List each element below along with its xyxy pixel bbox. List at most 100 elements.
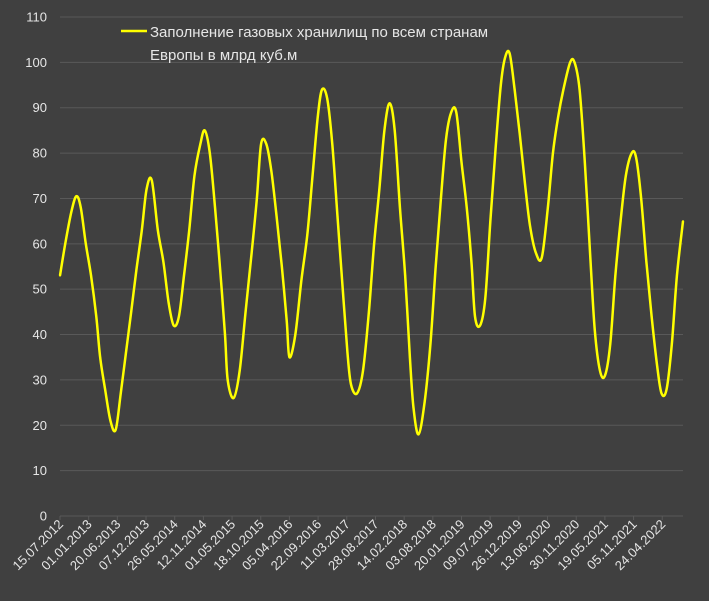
data-point bbox=[114, 428, 117, 431]
data-point bbox=[578, 88, 581, 91]
data-point bbox=[331, 143, 334, 146]
data-point bbox=[640, 197, 643, 200]
data-point bbox=[398, 206, 401, 209]
data-point bbox=[367, 310, 370, 313]
data-point bbox=[599, 369, 601, 372]
data-point bbox=[656, 365, 659, 368]
data-point bbox=[619, 220, 622, 223]
data-point bbox=[99, 356, 102, 359]
data-point bbox=[238, 369, 241, 372]
data-point bbox=[84, 242, 87, 245]
data-point bbox=[551, 152, 554, 155]
data-point bbox=[557, 115, 560, 118]
data-point bbox=[404, 274, 407, 277]
data-point bbox=[64, 242, 67, 245]
data-point bbox=[474, 315, 476, 318]
data-point bbox=[675, 274, 678, 277]
data-point bbox=[393, 129, 396, 132]
data-point bbox=[465, 206, 468, 209]
data-point bbox=[177, 315, 180, 318]
data-point bbox=[569, 61, 572, 64]
legend: Заполнение газовых хранилищ по всем стра… bbox=[121, 24, 488, 64]
data-point bbox=[188, 229, 191, 232]
data-point bbox=[660, 392, 663, 395]
data-point bbox=[450, 111, 453, 114]
data-point bbox=[489, 220, 492, 223]
data-point bbox=[346, 351, 349, 354]
data-point bbox=[244, 310, 247, 313]
y-tick-label: 70 bbox=[33, 191, 47, 206]
data-point bbox=[219, 270, 222, 273]
y-tick-label: 110 bbox=[26, 10, 47, 25]
y-tick-label: 40 bbox=[33, 327, 47, 342]
data-point bbox=[208, 152, 211, 155]
data-point bbox=[285, 319, 288, 322]
data-point bbox=[624, 174, 627, 177]
data-point bbox=[455, 111, 458, 114]
data-point bbox=[378, 188, 381, 191]
legend-label-line-1: Заполнение газовых хранилищ по всем стра… bbox=[150, 24, 488, 41]
data-point bbox=[135, 270, 138, 273]
data-point bbox=[528, 224, 531, 227]
data-point bbox=[499, 84, 502, 87]
data-point bbox=[355, 392, 358, 395]
data-point bbox=[199, 143, 202, 146]
data-point bbox=[145, 188, 148, 191]
legend-label-line-2: Европы в млрд куб.м bbox=[150, 47, 297, 64]
data-point bbox=[306, 233, 309, 236]
data-point bbox=[250, 251, 253, 254]
data-point bbox=[90, 274, 93, 277]
data-point bbox=[388, 102, 391, 105]
data-point bbox=[589, 251, 592, 254]
data-point bbox=[109, 419, 112, 422]
data-point bbox=[280, 265, 283, 268]
data-point bbox=[546, 206, 549, 209]
data-point bbox=[162, 260, 165, 263]
data-point bbox=[593, 329, 596, 332]
data-point bbox=[513, 88, 516, 91]
data-point bbox=[70, 211, 73, 214]
data-point bbox=[470, 260, 473, 263]
data-point bbox=[423, 401, 426, 404]
data-point bbox=[361, 369, 364, 372]
data-point bbox=[508, 52, 511, 55]
data-point bbox=[650, 315, 653, 318]
data-point bbox=[341, 288, 344, 291]
data-point bbox=[130, 310, 133, 313]
data-point bbox=[311, 174, 314, 177]
data-point bbox=[260, 143, 263, 146]
data-point bbox=[408, 356, 411, 359]
y-axis-tick-labels: 0 10 20 30 40 50 60 70 80 90 100 110 bbox=[25, 10, 47, 524]
y-tick-label: 20 bbox=[33, 418, 47, 433]
data-point bbox=[665, 387, 668, 390]
data-point bbox=[429, 342, 432, 345]
data-point bbox=[518, 133, 521, 136]
data-point bbox=[504, 56, 507, 59]
data-point bbox=[275, 215, 278, 218]
data-point bbox=[270, 170, 273, 173]
data-point bbox=[140, 229, 143, 232]
data-point bbox=[265, 143, 268, 146]
data-point bbox=[460, 161, 463, 164]
data-point bbox=[316, 115, 319, 118]
data-point bbox=[494, 147, 497, 150]
data-point bbox=[417, 433, 420, 436]
data-point bbox=[670, 342, 673, 345]
data-point bbox=[172, 324, 175, 327]
data-point bbox=[645, 260, 648, 263]
data-point bbox=[412, 406, 415, 409]
y-tick-label: 10 bbox=[33, 463, 47, 478]
data-point bbox=[294, 333, 297, 336]
data-point bbox=[203, 129, 206, 132]
data-point bbox=[119, 392, 122, 395]
data-point bbox=[75, 195, 78, 198]
data-point bbox=[444, 138, 447, 141]
data-point bbox=[223, 333, 226, 336]
data-point bbox=[104, 387, 107, 390]
data-point bbox=[614, 274, 617, 277]
y-tick-label: 0 bbox=[40, 509, 47, 524]
data-point bbox=[573, 61, 576, 64]
data-point bbox=[484, 297, 487, 300]
